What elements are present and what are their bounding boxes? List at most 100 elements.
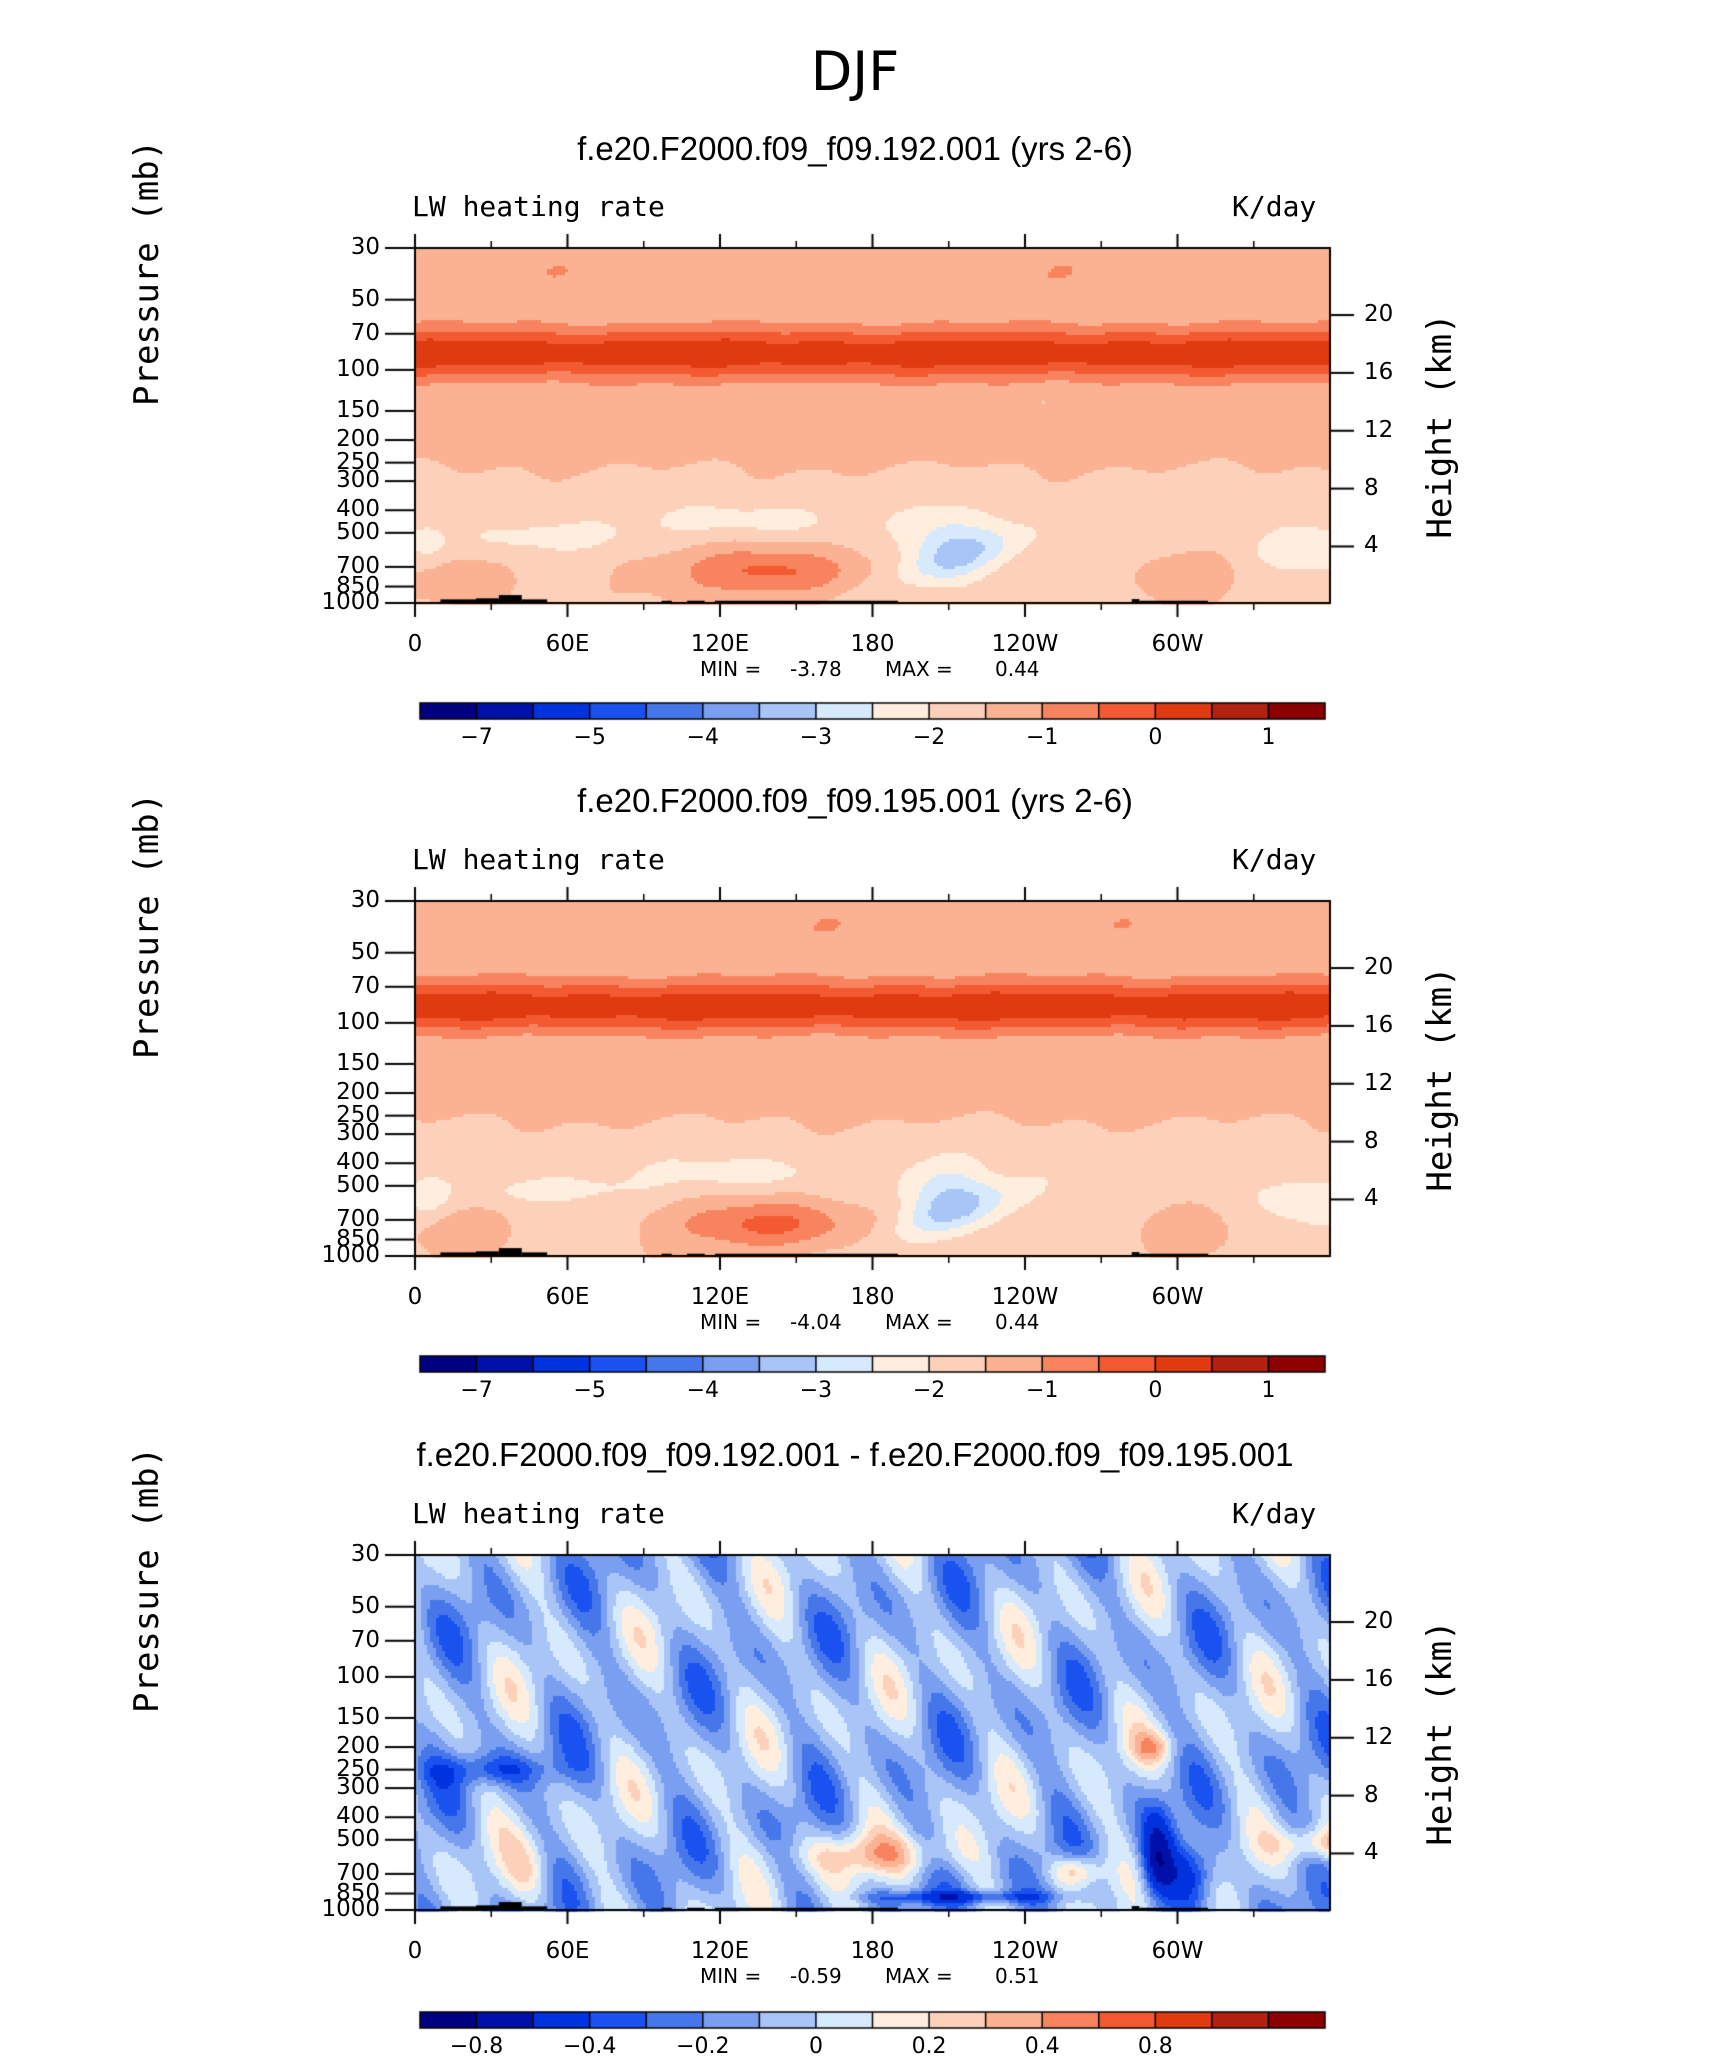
max-label: MAX = <box>885 657 953 681</box>
colorbar-tick-label: −0.4 <box>562 2034 617 2059</box>
right-tick-label: 4 <box>1364 1839 1379 1866</box>
x-tick-label: 180 <box>850 1938 895 1964</box>
y-tick-label: 700 <box>336 1205 380 1232</box>
y-tick-label: 250 <box>336 1101 380 1128</box>
x-tick-label: 60E <box>545 1284 590 1310</box>
panel-title: f.e20.F2000.f09_f09.192.001 - f.e20.F200… <box>416 1436 1294 1473</box>
x-tick-label: 60W <box>1151 1284 1204 1310</box>
colorbar-tick-label: −5 <box>573 725 606 750</box>
y-tick-label: 400 <box>336 496 380 523</box>
min-value: -4.04 <box>790 1310 842 1334</box>
y-tick-label: 500 <box>336 518 380 545</box>
right-tick-label: 12 <box>1364 1723 1394 1750</box>
x-tick-label: 0 <box>407 1284 423 1310</box>
y-tick-label: 100 <box>336 355 380 382</box>
colorbar-tick-label: −2 <box>912 1378 946 1403</box>
colorbar-tick-label: 1 <box>1261 725 1276 750</box>
max-label: MAX = <box>885 1964 953 1988</box>
y-tick-label: 50 <box>350 285 380 312</box>
min-label: MIN = <box>700 657 762 681</box>
max-value: 0.44 <box>995 1310 1040 1334</box>
y-tick-label: 30 <box>350 1541 380 1567</box>
y-tick-label: 50 <box>350 938 380 965</box>
y-axis-label-right: Height (km) <box>1420 312 1460 539</box>
x-tick-label: 0 <box>407 1938 423 1964</box>
figure-title: DJF <box>810 40 900 103</box>
y-tick-label: 70 <box>350 1626 380 1653</box>
y-tick-label: 30 <box>350 234 380 260</box>
y-tick-label: 300 <box>336 1774 380 1801</box>
x-tick-label: 180 <box>850 1284 895 1310</box>
y-axis-label: Pressure (mb) <box>126 1446 167 1713</box>
x-tick-label: 0 <box>407 631 423 657</box>
right-tick-label: 12 <box>1364 1069 1394 1096</box>
y-tick-label: 400 <box>336 1149 380 1176</box>
colorbar-tick-label: 0 <box>1148 1378 1163 1403</box>
panel-title: f.e20.F2000.f09_f09.192.001 (yrs 2-6) <box>577 130 1133 167</box>
colorbar-tick-label: −0.8 <box>449 2034 504 2059</box>
y-tick-label: 500 <box>336 1171 380 1198</box>
x-tick-label: 180 <box>850 631 895 657</box>
y-tick-label: 1000 <box>321 589 380 615</box>
colorbar-tick-label: −4 <box>686 725 720 750</box>
y-axis-label: Pressure (mb) <box>126 792 167 1059</box>
colorbar-tick-label: −4 <box>686 1378 720 1403</box>
max-value: 0.51 <box>995 1964 1040 1988</box>
x-tick-label: 120E <box>690 1284 750 1310</box>
y-tick-label: 850 <box>336 1225 380 1252</box>
right-tick-label: 20 <box>1364 954 1394 981</box>
y-tick-label: 850 <box>336 1879 380 1906</box>
right-tick-label: 16 <box>1364 1011 1394 1038</box>
y-tick-label: 200 <box>336 1733 380 1760</box>
colorbar-tick-label: −7 <box>460 725 493 750</box>
colorbar-tick-label: −0.2 <box>676 2034 730 2059</box>
colorbar-tick-label: −1 <box>1025 1378 1059 1403</box>
right-tick-label: 4 <box>1364 532 1379 559</box>
right-tick-label: 8 <box>1364 474 1379 501</box>
y-tick-label: 200 <box>336 1079 380 1106</box>
x-tick-label: 60W <box>1151 631 1204 657</box>
y-tick-label: 70 <box>350 319 380 346</box>
y-axis-label-right: Height (km) <box>1420 1619 1460 1846</box>
right-tick-label: 8 <box>1364 1781 1379 1808</box>
max-value: 0.44 <box>995 657 1040 681</box>
colorbar-tick-label: 0.8 <box>1137 2034 1173 2059</box>
y-tick-label: 150 <box>336 396 380 423</box>
x-tick-label: 120E <box>690 631 750 657</box>
y-tick-label: 1000 <box>321 1242 380 1268</box>
x-tick-label: 60W <box>1151 1938 1204 1964</box>
y-tick-label: 400 <box>336 1803 380 1830</box>
y-tick-label: 700 <box>336 552 380 579</box>
units-label: K/day <box>1232 843 1317 876</box>
colorbar-tick-label: 0.4 <box>1024 2034 1060 2059</box>
right-tick-label: 20 <box>1364 1608 1394 1635</box>
right-tick-label: 4 <box>1364 1185 1379 1212</box>
y-tick-label: 1000 <box>321 1896 380 1922</box>
x-tick-label: 120W <box>991 1284 1059 1310</box>
colorbar-tick-label: −1 <box>1025 725 1059 750</box>
colorbar-tick-label: 0 <box>808 2034 823 2059</box>
units-label: K/day <box>1232 1497 1317 1530</box>
y-axis-label: Pressure (mb) <box>126 139 167 406</box>
y-tick-label: 250 <box>336 1755 380 1782</box>
colorbar-tick-label: −3 <box>799 725 833 750</box>
colorbar-tick-label: 0 <box>1148 725 1163 750</box>
x-tick-label: 60E <box>545 631 590 657</box>
variable-label: LW heating rate <box>412 190 665 223</box>
colorbar-tick-label: −7 <box>460 1378 493 1403</box>
colorbar-tick-label: −2 <box>912 725 946 750</box>
y-tick-label: 850 <box>336 572 380 599</box>
x-tick-label: 120W <box>991 631 1059 657</box>
min-value: -3.78 <box>790 657 842 681</box>
y-tick-label: 200 <box>336 426 380 453</box>
x-tick-label: 120W <box>991 1938 1059 1964</box>
right-tick-label: 20 <box>1364 301 1394 328</box>
variable-label: LW heating rate <box>412 843 665 876</box>
units-label: K/day <box>1232 190 1317 223</box>
y-tick-label: 150 <box>336 1703 380 1730</box>
variable-label: LW heating rate <box>412 1497 665 1530</box>
right-tick-label: 8 <box>1364 1127 1379 1154</box>
right-tick-label: 12 <box>1364 416 1394 443</box>
y-tick-label: 300 <box>336 467 380 494</box>
